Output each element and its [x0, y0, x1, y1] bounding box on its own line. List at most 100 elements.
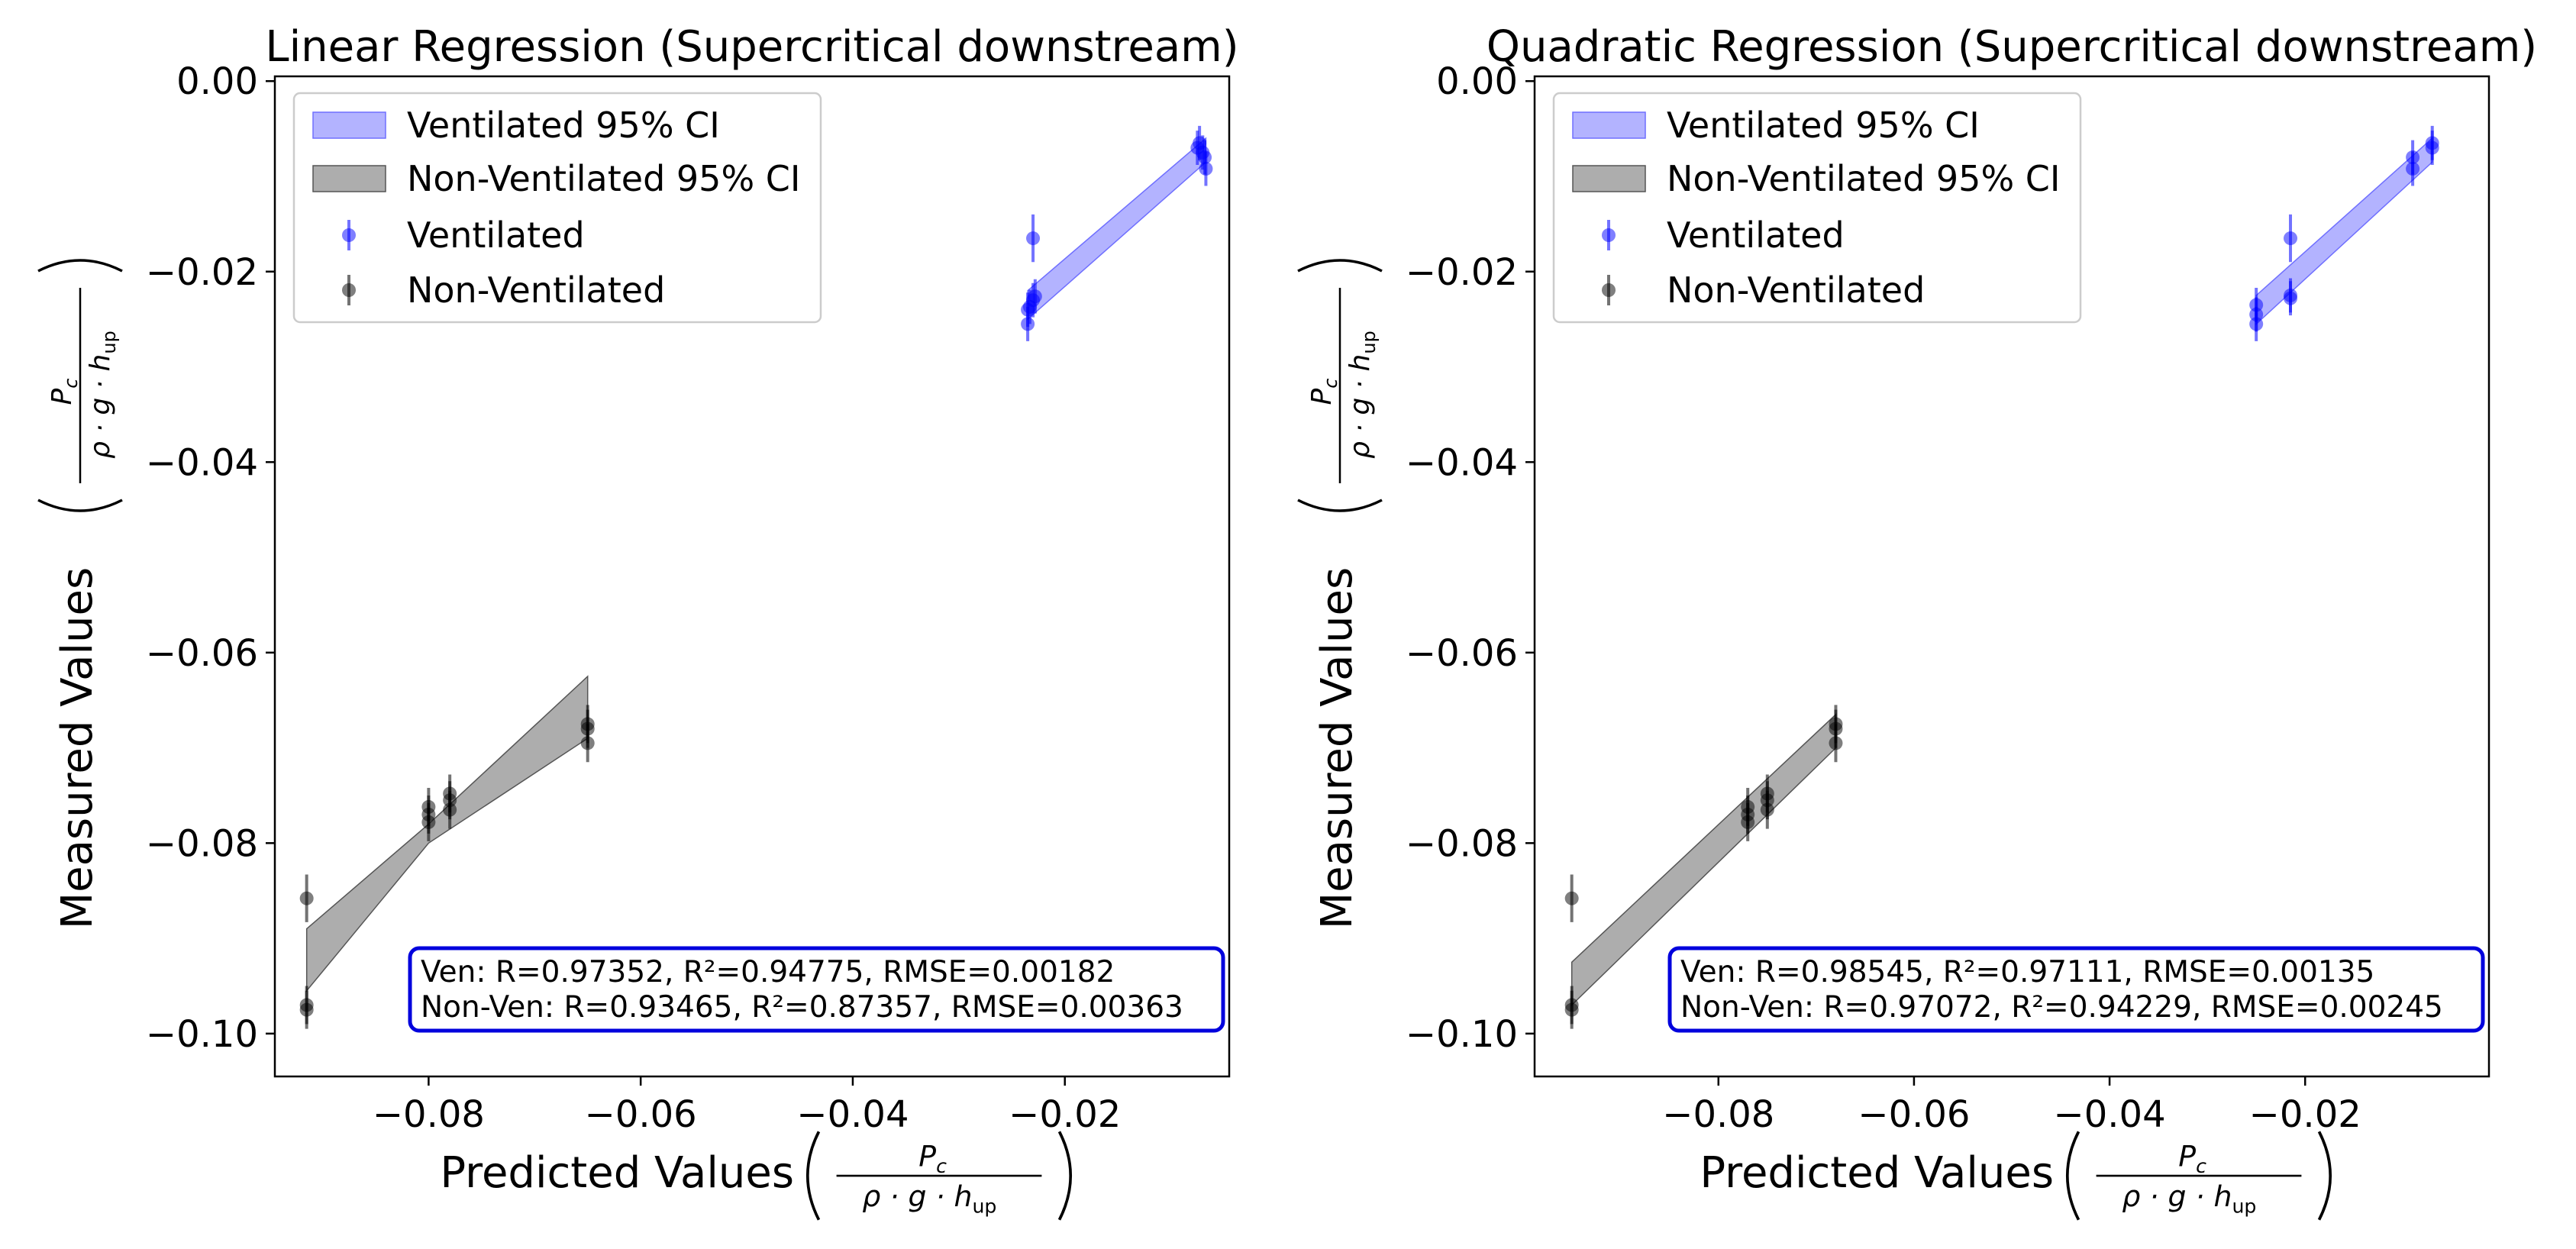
non-ventilated-marker: [1829, 736, 1843, 750]
numerator-symbol: P: [2178, 1139, 2196, 1173]
non-ventilated-point: [1564, 990, 1579, 1029]
y-tick-label: −0.02: [146, 251, 258, 294]
non-ventilated-point: [580, 724, 595, 763]
non-ventilated-point: [1564, 874, 1579, 922]
y-tick-label: −0.10: [146, 1013, 258, 1056]
right-paren: [1297, 259, 1383, 273]
plot-frame: [273, 75, 1231, 1078]
metrics-annotation-line: Ven: R=0.97352, R²=0.94775, RMSE=0.00182: [421, 955, 1115, 989]
y-axis-label: Measured Values: [1312, 567, 1362, 929]
non-ventilated-marker: [443, 802, 457, 817]
non-ventilated-marker: [1741, 815, 1755, 829]
y-tick-label: 0.00: [1436, 60, 1518, 103]
legend-non-ventilated-ci-swatch: [312, 165, 386, 192]
non-ventilated-point: [299, 990, 314, 1029]
denominator-subscript: up: [972, 1195, 996, 1217]
fraction-denominator: ρ · g · hup: [85, 331, 120, 459]
ventilated-marker: [1028, 289, 1042, 304]
non-ventilated-marker: [1760, 802, 1774, 817]
denominator-subscript: up: [1358, 331, 1380, 353]
non-ventilated-marker: [421, 815, 436, 829]
chart-title: Quadratic Regression (Supercritical down…: [1487, 22, 2537, 72]
metrics-annotation-line: Non-Ven: R=0.97072, R²=0.94229, RMSE=0.0…: [1680, 990, 2443, 1025]
fraction-denominator: ρ · g · hup: [1344, 331, 1380, 459]
x-tick-label: −0.04: [2054, 1093, 2166, 1136]
x-axis-fraction: Pc ρ · g · hup: [2065, 1131, 2332, 1221]
ventilated-marker: [2406, 162, 2420, 176]
non-ventilated-point: [1829, 724, 1843, 763]
y-tick-label: −0.04: [1406, 441, 1518, 484]
numerator-symbol: P: [47, 388, 78, 405]
non-ventilated-point: [1741, 802, 1755, 841]
y-axis-label-group: Measured Values Pc ρ · g · hup: [37, 259, 123, 929]
y-tick-label: −0.06: [146, 632, 258, 675]
legend-entry-label: Non-Ventilated: [1667, 269, 1925, 311]
y-tick-label: −0.10: [1406, 1013, 1518, 1056]
legend-box: [1552, 92, 2082, 324]
metrics-annotation: Ven: R=0.98545, R²=0.97111, RMSE=0.00135…: [1667, 946, 2485, 1033]
metrics-annotation-box: [408, 946, 1225, 1033]
ventilated-marker: [2249, 317, 2264, 331]
y-tick-label: −0.08: [1406, 822, 1518, 865]
right-paren: [2317, 1131, 2332, 1221]
legend-non-ventilated-marker: [342, 283, 356, 297]
legend-ventilated-ci-swatch: [312, 111, 386, 139]
left-paren: [1297, 499, 1383, 512]
y-axis-label: Measured Values: [53, 567, 102, 929]
fraction-numerator: Pc: [918, 1139, 947, 1176]
ventilated-marker: [2284, 291, 2298, 305]
legend-entry-label: Ventilated: [1667, 215, 1845, 256]
y-tick-label: −0.08: [146, 822, 258, 865]
legend: Ventilated 95% CI Non-Ventilated 95% CI Ve…: [292, 92, 822, 324]
legend: Ventilated 95% CI Non-Ventilated 95% CI Ve…: [1552, 92, 2082, 324]
x-tick-label: −0.08: [1662, 1093, 1774, 1136]
linear-regression-panel: Linear Regression (Supercritical downstr…: [37, 22, 1239, 1221]
y-tick-label: −0.04: [146, 441, 258, 484]
right-paren: [1057, 1131, 1073, 1221]
non-ventilated-marker: [1564, 891, 1579, 905]
denominator-symbols: ρ · g · h: [862, 1180, 972, 1213]
fraction-denominator: ρ · g · hup: [2122, 1180, 2256, 1217]
ventilated-point: [2425, 131, 2439, 166]
x-tick-label: −0.06: [585, 1093, 697, 1136]
denominator-symbols: ρ · g · h: [2122, 1180, 2232, 1213]
ventilated-point: [2284, 214, 2298, 263]
legend-box: [292, 92, 822, 324]
denominator-symbols: ρ · g · h: [1344, 354, 1376, 459]
x-axis-fraction: Pc ρ · g · hup: [805, 1131, 1073, 1221]
ventilated-point: [1199, 151, 1213, 186]
non-ventilated-marker: [299, 1002, 314, 1017]
y-tick-label: −0.02: [1406, 251, 1518, 294]
non-ventilated-point: [421, 802, 436, 841]
legend-ventilated-ci-swatch: [1572, 111, 1646, 139]
legend-entry-label: Ventilated 95% CI: [407, 105, 720, 146]
legend-entry-label: Non-Ventilated 95% CI: [407, 158, 800, 199]
non-ventilated-marker: [1564, 1002, 1579, 1017]
ventilated-point: [2249, 306, 2264, 341]
metrics-annotation-line: Non-Ven: R=0.93465, R²=0.87357, RMSE=0.0…: [421, 990, 1183, 1025]
numerator-subscript: c: [60, 379, 82, 389]
ventilated-point: [2284, 281, 2298, 316]
denominator-subscript: up: [2232, 1195, 2256, 1217]
x-tick-label: −0.04: [796, 1093, 909, 1136]
metrics-annotation: Ven: R=0.97352, R²=0.94775, RMSE=0.00182…: [408, 946, 1225, 1033]
y-axis-fraction: Pc ρ · g · hup: [1297, 259, 1383, 512]
y-axis-label-group: Measured Values Pc ρ · g · hup: [1297, 259, 1383, 929]
ventilated-marker: [2425, 140, 2439, 155]
denominator-subscript: up: [98, 331, 120, 353]
y-tick-label: −0.06: [1406, 632, 1518, 675]
ventilated-marker: [1026, 231, 1041, 246]
ventilated-marker: [2284, 231, 2298, 246]
legend-non-ventilated-marker: [1602, 283, 1616, 297]
numerator-subscript: c: [1320, 379, 1341, 389]
ventilated-marker: [1021, 317, 1035, 331]
legend-entry-label: Ventilated: [407, 215, 585, 256]
y-tick-label: 0.00: [176, 60, 258, 103]
plot-frame: [1533, 75, 2490, 1078]
ventilated-point: [2406, 151, 2420, 186]
ventilated-marker: [1199, 162, 1213, 176]
x-tick-label: −0.08: [373, 1093, 485, 1136]
x-tick-label: −0.06: [1858, 1093, 1970, 1136]
non-ventilated-marker: [580, 736, 595, 750]
